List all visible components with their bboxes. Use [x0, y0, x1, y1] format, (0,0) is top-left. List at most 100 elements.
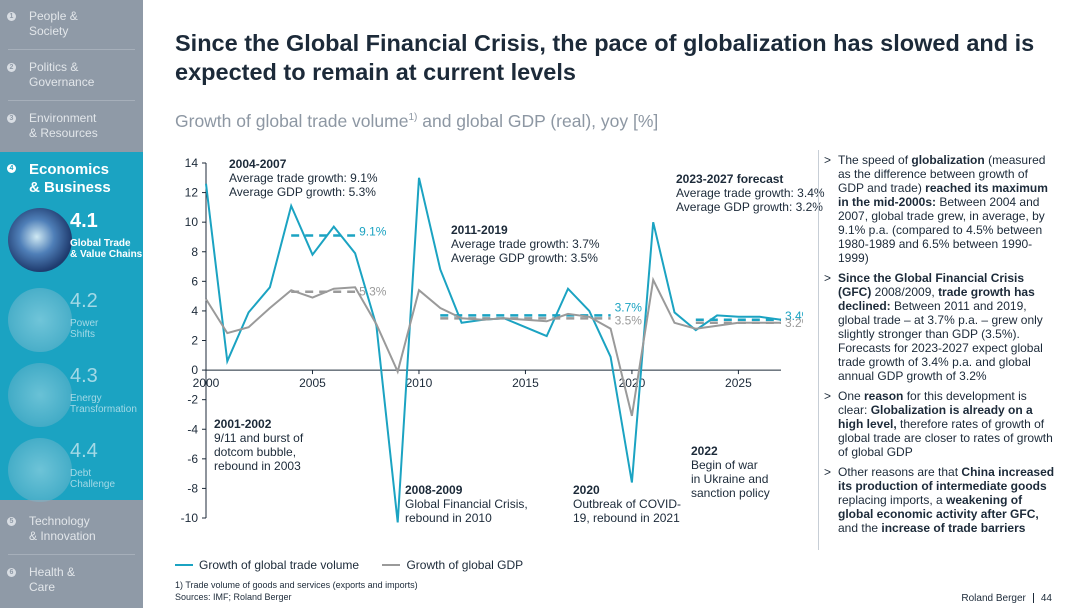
x-tick-label: 2025: [725, 376, 752, 390]
bullet-bold: Since the Global Financial Crisis (GFC): [838, 271, 1025, 299]
subnav-item-energy-transformation[interactable]: 4.3 Energy Transformation: [0, 357, 143, 432]
annotation-2001-2002: 2001-2002 9/11 and burst of dotcom bubble…: [214, 417, 303, 473]
subtitle-footnote-marker: 1): [408, 112, 418, 124]
nav-item-label: Health & Care: [29, 565, 76, 594]
insight-bullet: > The speed of globalization (measured as…: [824, 153, 1056, 265]
brand-divider: [1032, 593, 1034, 604]
page-title: Since the Global Financial Crisis, the p…: [175, 30, 1035, 85]
subnav-item-debt-challenge[interactable]: 4.4 Debt Challenge: [0, 432, 143, 507]
subnav-item-global-trade[interactable]: 4.1 Global Trade & Value Chains: [0, 202, 143, 277]
page-number: 44: [1040, 593, 1052, 604]
x-tick-label: 2005: [299, 376, 326, 390]
bullet-text: for this development is clear:: [838, 389, 1027, 417]
subnav-label: Global Trade & Value Chains: [70, 238, 143, 260]
bullet-text: replacing imports, a: [838, 493, 947, 507]
y-tick-label: 4: [191, 304, 198, 318]
x-tick-label: 2000: [193, 376, 220, 390]
y-tick-label: -2: [187, 393, 198, 407]
chevron-right-icon: >: [824, 271, 832, 285]
average-label-trade: 3.4%: [785, 309, 803, 323]
y-tick-label: 12: [185, 186, 199, 200]
subnav-item-power-shifts[interactable]: 4.2 Power Shifts: [0, 282, 143, 357]
bullet-text: Between 2004 and 2007, global trade grew…: [838, 195, 1045, 265]
subnav-number: 4.1: [70, 210, 98, 232]
bullet-text: Between 2011 and 2019, global trade – at…: [838, 299, 1043, 383]
average-label-trade: 3.7%: [615, 300, 643, 314]
subnav-number: 4.4: [70, 440, 98, 462]
subnav-number: 4.2: [70, 290, 98, 312]
x-tick-label: 2010: [406, 376, 433, 390]
nav-item-label: Politics & Governance: [29, 60, 95, 89]
energy-transformation-image-icon: [8, 363, 72, 427]
y-tick-label: 2: [191, 334, 198, 348]
nav-number-badge: 2: [7, 63, 16, 72]
nav-number-badge: 4: [7, 164, 16, 173]
average-label-trade: 9.1%: [359, 224, 387, 238]
y-tick-label: -10: [181, 511, 199, 525]
bullet-text: and the: [838, 521, 882, 535]
nav-item-label: People & Society: [29, 9, 78, 38]
series-line-gdp: [205, 276, 781, 417]
insight-bullet: > Other reasons are that China increased …: [824, 465, 1056, 535]
annotation-body: Average trade growth: 9.1% Average GDP g…: [229, 171, 378, 199]
y-tick-label: -8: [187, 481, 198, 495]
y-tick-label: 14: [185, 156, 199, 170]
annotation-2020: 2020 Outbreak of COVID- 19, rebound in 20…: [573, 483, 681, 525]
nav-number-badge: 3: [7, 114, 16, 123]
average-label-gdp: 3.5%: [615, 313, 643, 327]
bullet-text: 2008/2009,: [871, 285, 939, 299]
insight-bullet: > Since the Global Financial Crisis (GFC)…: [824, 271, 1056, 383]
average-label-gdp: 5.3%: [359, 285, 387, 299]
y-tick-label: -4: [187, 422, 198, 436]
sources-text: Sources: IMF; Roland Berger: [175, 591, 292, 602]
column-divider: [818, 150, 819, 550]
annotation-2023-2027: 2023-2027 forecast Average trade growth: …: [676, 172, 825, 214]
subnav-label: Debt Challenge: [70, 468, 116, 490]
nav-number-badge: 6: [7, 568, 16, 577]
chevron-right-icon: >: [824, 389, 832, 403]
debt-challenge-image-icon: [8, 438, 72, 502]
y-tick-label: -6: [187, 452, 198, 466]
annotation-body: Begin of war in Ukraine and sanction pol…: [691, 458, 770, 500]
annotation-head: 2001-2002: [214, 417, 272, 431]
insight-bullet: > One reason for this development is clea…: [824, 389, 1056, 459]
y-tick-label: 6: [191, 274, 198, 288]
bullet-bold: trade growth has declined:: [838, 285, 1035, 313]
subnav-label: Energy Transformation: [70, 393, 137, 415]
legend-label: Growth of global GDP: [406, 558, 524, 572]
legend-swatch: [382, 564, 401, 566]
y-tick-label: 0: [191, 363, 198, 377]
chevron-right-icon: >: [824, 465, 832, 479]
legend-swatch: [175, 564, 193, 566]
trade-gdp-line-chart: 14 12 10 8 6 4 2 0 -2 -4 -6 -8 -10 2000 2005 2010 2015 20…: [181, 156, 803, 525]
y-tick-label: 8: [191, 245, 198, 259]
nav-item-economics-business[interactable]: 4 Economics & Business 4.1 Global Trade …: [0, 152, 143, 502]
nav-active-label: Economics & Business: [29, 161, 111, 196]
legend-item-gdp: Growth of global GDP: [382, 558, 523, 572]
subtitle-text: Growth of global trade volume: [175, 111, 409, 131]
bullet-bold: Globalization is already on a high level…: [838, 403, 1033, 431]
bullet-text: One: [838, 389, 865, 403]
brand-name: Roland Berger: [961, 593, 1026, 604]
annotation-2011-2019: 2011-2019 Average trade growth: 3.7% Aver…: [451, 223, 600, 265]
brand-footer: Roland Berger 44: [961, 593, 1052, 604]
average-label-gdp: 3.2%: [785, 316, 803, 330]
annotation-head: 2022: [691, 444, 718, 458]
bullet-bold: reason: [864, 389, 904, 403]
annotation-body: Average trade growth: 3.7% Average GDP g…: [451, 237, 600, 265]
nav-item-label: Technology & Innovation: [29, 514, 96, 543]
sidebar: 1 People & Society 2 Politics & Governan…: [0, 0, 143, 608]
y-tick-label: 10: [185, 215, 199, 229]
bullet-bold: China increased its production of interm…: [838, 465, 1055, 493]
x-tick-label: 2015: [512, 376, 539, 390]
nav-divider: [8, 100, 135, 101]
nav-item-label: Environment & Resources: [29, 111, 98, 140]
chevron-right-icon: >: [824, 153, 832, 167]
chart-subtitle: Growth of global trade volume1) and glob…: [175, 111, 658, 132]
nav-number-badge: 1: [7, 12, 16, 21]
footnote: 1) Trade volume of goods and services (e…: [175, 580, 418, 603]
legend-label: Growth of global trade volume: [199, 558, 360, 572]
bullet-text: Other reasons are that: [838, 465, 962, 479]
power-shifts-image-icon: [8, 288, 72, 352]
annotation-head: 2023-2027 forecast: [676, 172, 784, 186]
